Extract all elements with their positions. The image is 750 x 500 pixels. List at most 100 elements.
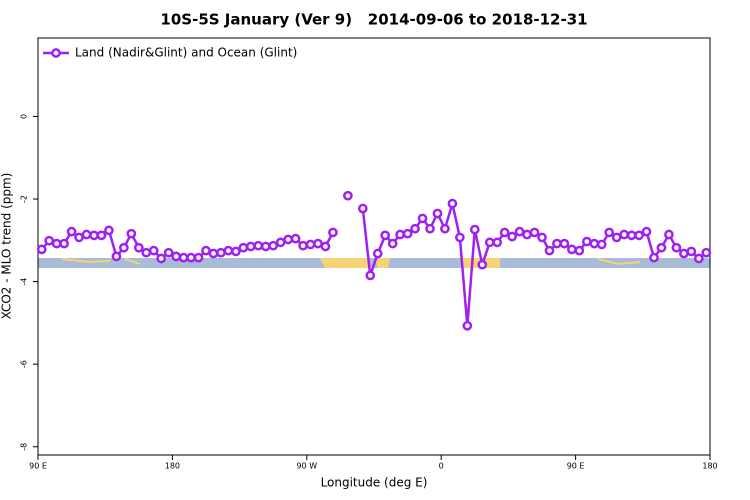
point <box>507 231 517 242</box>
point <box>372 248 383 259</box>
point <box>455 232 465 243</box>
point <box>619 229 629 240</box>
point <box>126 228 137 239</box>
point <box>96 230 107 241</box>
point <box>74 232 84 243</box>
point <box>51 238 62 249</box>
point <box>59 238 69 249</box>
point <box>36 244 47 255</box>
point <box>171 251 181 262</box>
point <box>111 251 122 262</box>
point <box>298 240 308 251</box>
point <box>223 245 234 256</box>
point <box>343 190 353 201</box>
point <box>649 252 659 263</box>
point <box>499 227 510 238</box>
point <box>514 226 525 237</box>
point <box>380 230 391 241</box>
point <box>484 237 495 248</box>
legend-label: Land (Nadir&Glint) and Ocean (Glint) <box>75 46 297 60</box>
point <box>104 225 114 236</box>
point <box>119 242 129 253</box>
x-tick-label: 180 <box>165 462 180 471</box>
point <box>469 224 480 235</box>
point <box>365 270 376 281</box>
point <box>701 247 712 258</box>
point <box>664 229 674 240</box>
point <box>552 238 562 249</box>
point <box>641 226 652 237</box>
point <box>201 245 211 256</box>
x-tick-label: 0 <box>439 462 444 471</box>
y-axis-label: XCO2 - MLO trend (ppm) <box>0 173 14 320</box>
point <box>440 223 450 234</box>
point <box>283 234 293 245</box>
point <box>522 229 532 240</box>
y-tick-label: -6 <box>20 360 29 368</box>
point <box>567 244 577 255</box>
point <box>671 242 682 253</box>
point <box>537 232 547 243</box>
legend-marker <box>51 48 61 58</box>
point <box>656 242 667 253</box>
point <box>275 237 286 248</box>
point <box>544 245 555 256</box>
point <box>611 232 622 243</box>
point <box>178 252 189 263</box>
point <box>679 248 689 259</box>
point <box>238 242 249 253</box>
point <box>89 230 99 241</box>
x-tick-label: 90 E <box>29 462 47 471</box>
point <box>492 237 503 248</box>
point <box>604 227 615 238</box>
point <box>357 203 368 214</box>
point <box>686 246 697 257</box>
point <box>529 227 540 238</box>
x-axis-label: Longitude (deg E) <box>321 476 428 490</box>
point <box>66 226 77 237</box>
point <box>320 241 331 252</box>
point <box>410 223 420 234</box>
x-tick-label: 90 E <box>567 462 585 471</box>
point <box>402 228 413 239</box>
point <box>141 247 152 258</box>
point <box>462 320 473 331</box>
point <box>589 238 600 249</box>
point <box>268 240 279 251</box>
point <box>477 259 488 270</box>
x-tick-label: 180 <box>702 462 717 471</box>
point <box>216 247 226 258</box>
y-tick-label: 0 <box>20 114 29 119</box>
point <box>260 241 271 252</box>
point <box>305 239 316 250</box>
point <box>156 253 167 264</box>
point <box>626 230 637 241</box>
point <box>245 241 256 252</box>
point <box>432 208 443 219</box>
point <box>596 239 607 250</box>
point <box>425 223 435 234</box>
point <box>395 229 405 240</box>
point <box>290 233 301 244</box>
x-tick-label: 90 W <box>296 462 317 471</box>
chart-title: 10S-5S January (Ver 9) 2014-09-06 to 201… <box>160 11 587 29</box>
point <box>387 238 398 249</box>
point <box>634 230 644 241</box>
point <box>253 240 264 251</box>
point <box>148 245 159 256</box>
point <box>328 227 338 238</box>
point <box>313 238 323 249</box>
point <box>163 247 174 258</box>
point <box>559 238 570 249</box>
point <box>193 252 204 263</box>
point <box>208 248 219 259</box>
y-tick-label: -8 <box>20 443 29 451</box>
point <box>81 229 92 240</box>
point <box>447 198 458 209</box>
point <box>186 252 196 263</box>
point <box>231 246 241 257</box>
point <box>44 235 55 246</box>
point <box>581 236 592 247</box>
point <box>133 242 144 253</box>
